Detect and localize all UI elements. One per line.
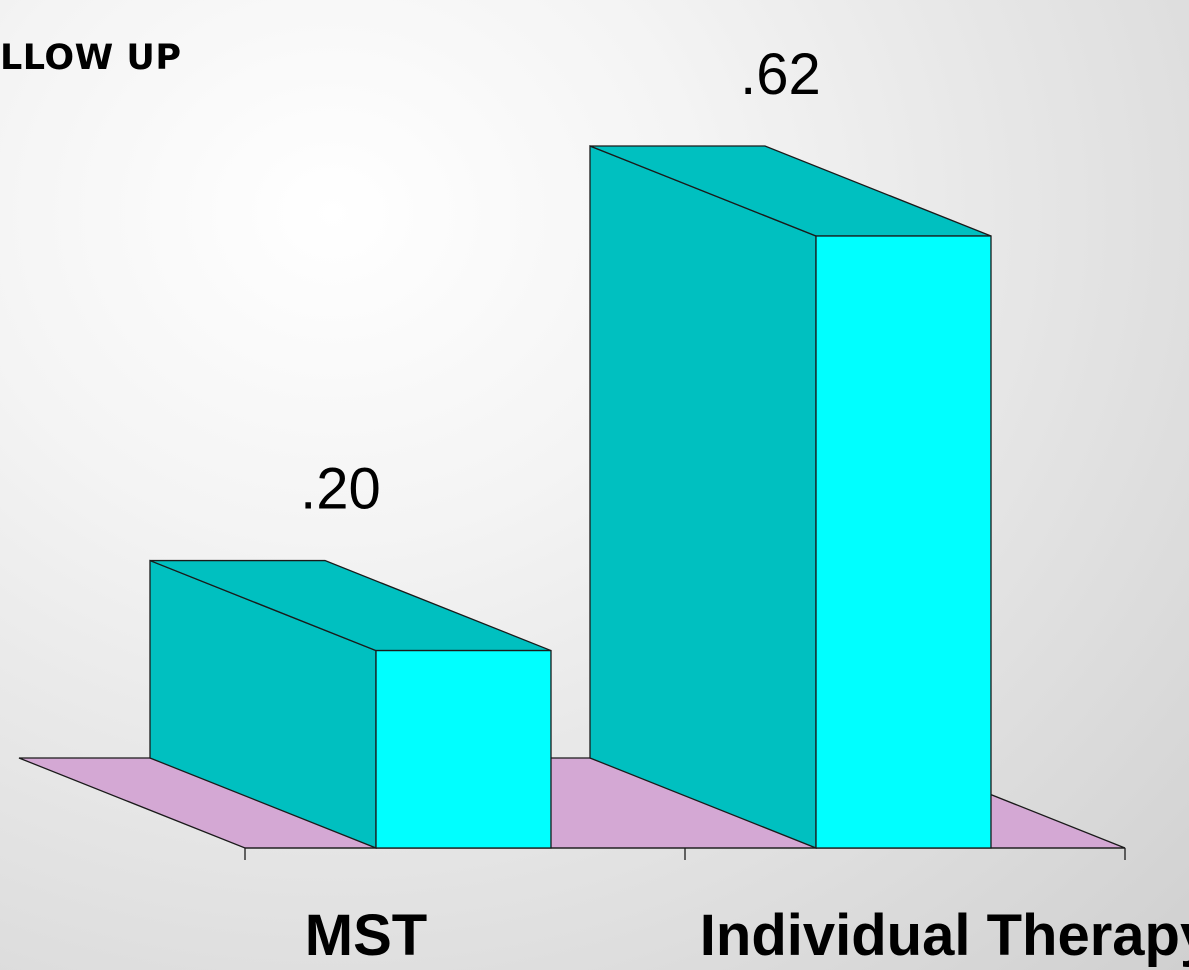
x-axis-ticks xyxy=(244,848,1126,860)
bar-front-face xyxy=(815,235,992,849)
bar-side-face xyxy=(589,145,817,849)
labels: .20 MST .62 Individual Therapy xyxy=(300,42,1189,968)
value-label-individual-therapy: .62 xyxy=(740,42,821,107)
bars xyxy=(149,145,992,849)
bar-front-face xyxy=(375,649,552,849)
bar-individual-therapy xyxy=(589,145,992,849)
category-label-mst: MST xyxy=(305,903,427,968)
category-label-individual-therapy: Individual Therapy xyxy=(700,903,1189,968)
chart-title: LLOW UP xyxy=(0,38,182,78)
bar-mst xyxy=(149,559,552,849)
value-label-mst: .20 xyxy=(300,457,381,522)
